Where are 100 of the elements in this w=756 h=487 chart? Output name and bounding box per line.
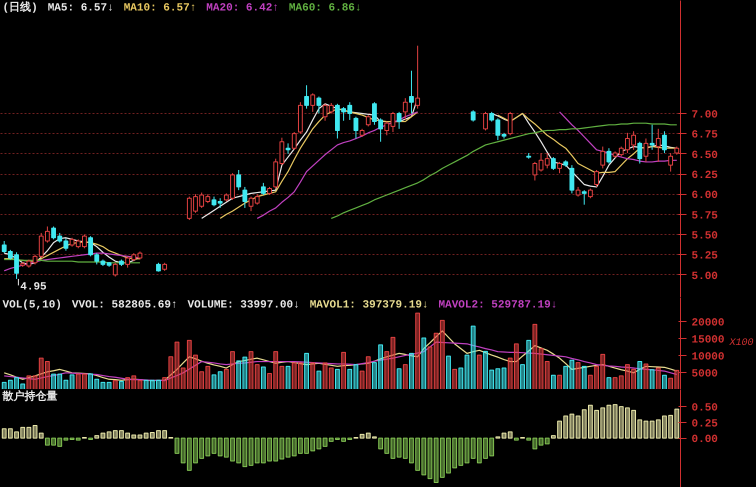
- bar: [674, 408, 680, 439]
- bar: [390, 336, 396, 389]
- bar: [656, 419, 661, 439]
- bar: [631, 368, 636, 389]
- candlestick: [316, 96, 322, 114]
- candlestick: [557, 161, 562, 174]
- bar: [452, 438, 458, 468]
- bar: [150, 432, 155, 439]
- bar: [618, 375, 624, 389]
- bar: [502, 368, 506, 389]
- bar: [458, 368, 464, 389]
- bar: [415, 438, 420, 471]
- bar: [625, 364, 630, 389]
- bar: [100, 382, 106, 389]
- bar: [186, 438, 192, 471]
- y-tick-label: 6.00: [692, 190, 718, 202]
- text: MA60: 6.86↓: [288, 2, 362, 14]
- bar: [138, 434, 142, 439]
- bar: [32, 375, 38, 389]
- bar: [44, 361, 50, 389]
- candlestick: [650, 124, 655, 150]
- bar: [384, 351, 390, 389]
- bar: [637, 419, 642, 439]
- y-tick-label: 6.25: [692, 170, 718, 182]
- bar: [600, 407, 606, 439]
- bar: [138, 380, 142, 389]
- bar: [476, 354, 482, 389]
- bar: [32, 425, 38, 439]
- bar: [20, 384, 26, 389]
- annotation: 4.95: [20, 281, 48, 294]
- bar: [260, 366, 266, 389]
- bar: [57, 374, 62, 389]
- bar: [372, 362, 377, 389]
- bar: [402, 438, 408, 459]
- bar: [254, 438, 260, 464]
- bar: [292, 362, 297, 389]
- chart-title: (日线): [2, 0, 38, 14]
- bar: [218, 371, 223, 389]
- bar: [495, 368, 500, 389]
- bar: [674, 370, 680, 389]
- chart-title: 散户持仓量: [2, 390, 58, 404]
- bar: [366, 356, 371, 389]
- bar: [360, 434, 365, 439]
- bar: [38, 358, 44, 389]
- candlestick: [396, 111, 402, 130]
- bar: [446, 438, 451, 474]
- bar: [38, 432, 44, 439]
- y-tick-label: 5.75: [692, 210, 718, 222]
- bar: [508, 358, 513, 389]
- text: MA5: 6.57↓: [48, 2, 114, 14]
- bar: [582, 409, 587, 439]
- line-series: [4, 342, 678, 382]
- y-tick-label: 5.25: [692, 250, 718, 263]
- bar: [532, 438, 538, 450]
- y-tick-label: 20000: [692, 317, 725, 330]
- candlestick: [242, 186, 248, 208]
- bar: [563, 366, 568, 389]
- bar: [384, 438, 390, 454]
- bar: [168, 356, 174, 389]
- bar: [230, 438, 235, 462]
- bar: [390, 438, 396, 459]
- bar: [600, 354, 606, 389]
- bar: [106, 382, 112, 389]
- bar: [668, 414, 674, 439]
- bar: [205, 366, 210, 389]
- candlestick: [582, 190, 587, 206]
- candlestick: [260, 182, 266, 196]
- bar: [131, 434, 136, 439]
- bar: [557, 420, 562, 439]
- candlestick: [508, 111, 513, 136]
- bar: [366, 432, 371, 439]
- bar: [186, 340, 192, 389]
- candlestick: [668, 152, 674, 172]
- bar: [452, 368, 458, 389]
- bar: [322, 438, 328, 447]
- bar: [230, 351, 235, 389]
- bar: [292, 438, 297, 456]
- bar: [538, 438, 544, 446]
- y-tick-label: 0.25: [692, 418, 718, 430]
- bar: [57, 438, 62, 447]
- bar: [618, 406, 624, 439]
- bar: [180, 368, 186, 389]
- bar: [464, 438, 470, 464]
- bar: [273, 438, 278, 462]
- bar: [199, 438, 204, 459]
- bar: [650, 369, 655, 389]
- bar: [156, 380, 161, 389]
- bar: [248, 438, 254, 466]
- bar: [409, 352, 414, 389]
- bar: [606, 377, 612, 389]
- candlestick: [415, 45, 420, 110]
- bar: [218, 438, 223, 456]
- bar: [662, 416, 667, 439]
- bar: [248, 351, 254, 389]
- bar: [440, 438, 445, 478]
- bar: [360, 370, 365, 389]
- bar: [44, 438, 50, 446]
- bar: [119, 380, 124, 389]
- bar: [144, 380, 149, 389]
- y-tick-label: 0.00: [692, 434, 718, 446]
